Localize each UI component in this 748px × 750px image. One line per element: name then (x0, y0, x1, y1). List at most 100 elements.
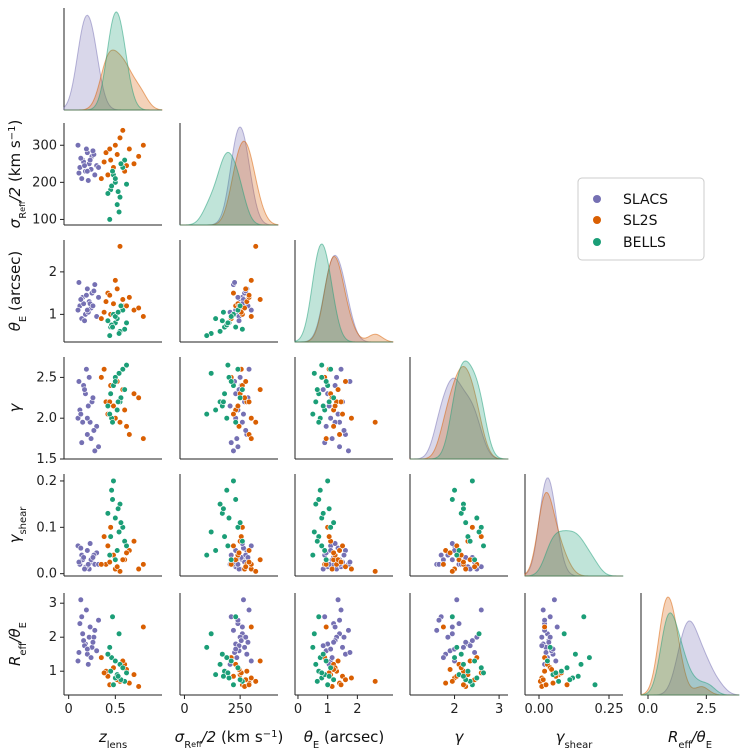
point-sl2s-7 (549, 679, 557, 687)
x-tick-label: 0 (65, 702, 73, 717)
point-bells-12 (232, 496, 239, 503)
point-sl2s-13 (101, 309, 108, 316)
point-bells-3 (110, 477, 117, 485)
kde-sl2s (294, 255, 394, 343)
point-sl2s-6 (98, 561, 105, 568)
point-sl2s-3 (121, 406, 128, 414)
point-slacs-5 (78, 613, 85, 620)
point-slacs-8 (345, 627, 352, 634)
point-slacs-13 (453, 596, 460, 603)
point-bells-2 (216, 328, 224, 335)
point-bells-12 (449, 496, 456, 503)
point-slacs-11 (337, 606, 345, 614)
kde-bells (179, 151, 278, 226)
point-bells-11 (330, 676, 337, 683)
point-sl2s-15 (123, 549, 130, 556)
point-bells-15 (115, 673, 122, 680)
point-sl2s-12 (323, 435, 330, 442)
point-slacs-9 (80, 637, 87, 644)
point-sl2s-4 (252, 568, 259, 575)
point-bells-12 (232, 324, 239, 331)
point-slacs-3 (84, 431, 91, 438)
point-bells-8 (219, 317, 226, 324)
point-bells-14 (106, 216, 113, 223)
point-sl2s-12 (140, 313, 147, 320)
point-sl2s-16 (106, 558, 113, 566)
point-slacs-7 (74, 307, 82, 314)
point-slacs-1 (449, 630, 456, 637)
point-bells-9 (311, 630, 318, 637)
point-bells-11 (117, 519, 125, 526)
point-slacs-8 (91, 171, 98, 179)
point-bells-14 (453, 552, 460, 559)
panel-r1-c1 (179, 123, 279, 226)
point-slacs-20 (95, 617, 102, 624)
panel-r3-c3 (409, 357, 509, 460)
legend-label-bells: BELLS (623, 235, 666, 251)
point-bells-3 (324, 477, 331, 485)
point-slacs-6 (460, 644, 467, 651)
point-bells-5 (327, 366, 334, 373)
point-bells-0 (464, 668, 472, 675)
point-bells-13 (123, 319, 130, 326)
point-slacs-11 (540, 606, 547, 614)
point-bells-13 (318, 362, 325, 369)
x-axis-label-sigma: σReff/2 (km s−1) (175, 728, 284, 750)
point-slacs-3 (84, 285, 91, 292)
point-bells-11 (117, 160, 125, 167)
point-sl2s-15 (446, 549, 454, 556)
point-sl2s-15 (123, 423, 130, 430)
point-bells-14 (106, 411, 113, 418)
point-slacs-13 (240, 596, 247, 603)
panel-r4-c3 (409, 474, 508, 577)
point-sl2s-13 (326, 533, 333, 540)
panel-r4-c0: 0.0 0.1 0.2 (36, 474, 162, 582)
point-slacs-17 (239, 419, 246, 426)
point-bells-15 (115, 309, 122, 316)
point-sl2s-16 (245, 558, 253, 566)
y-axis-label-shear: γshear (6, 506, 29, 544)
point-bells-15 (220, 505, 227, 512)
y-tick-label: 2.0 (36, 411, 57, 426)
point-sl2s-6 (98, 315, 105, 322)
point-bells-9 (115, 330, 123, 337)
point-slacs-13 (77, 596, 84, 603)
panel-r0-c0 (63, 8, 163, 111)
point-slacs-1 (79, 630, 86, 637)
point-slacs-16 (235, 317, 243, 324)
point-bells-8 (320, 510, 327, 517)
point-slacs-13 (334, 596, 342, 603)
point-bells-12 (109, 324, 116, 331)
point-slacs-20 (95, 294, 102, 301)
point-sl2s-7 (442, 679, 449, 687)
point-bells-5 (327, 524, 334, 531)
x-tick-label: 3 (495, 702, 503, 717)
point-sl2s-12 (248, 435, 255, 442)
point-bells-10 (112, 313, 119, 320)
point-slacs-15 (340, 552, 348, 559)
point-slacs-19 (545, 639, 552, 646)
point-sl2s-7 (126, 294, 133, 301)
point-bells-2 (216, 661, 224, 668)
point-bells-10 (112, 378, 119, 385)
point-slacs-15 (90, 634, 97, 641)
point-bells-4 (114, 406, 121, 414)
point-slacs-5 (228, 439, 235, 446)
point-slacs-14 (85, 402, 92, 410)
point-sl2s-11 (334, 386, 342, 393)
point-bells-3 (110, 681, 117, 688)
point-sl2s-10 (230, 411, 237, 418)
y-tick-label: 0.2 (36, 474, 57, 489)
point-sl2s-9 (135, 683, 142, 690)
point-slacs-18 (346, 649, 354, 656)
point-sl2s-11 (257, 556, 264, 563)
point-sl2s-4 (449, 568, 456, 575)
point-sl2s-16 (337, 558, 345, 566)
point-sl2s-1 (112, 142, 119, 149)
y-axis-label-theta: θE (arcsec) (6, 251, 29, 332)
point-bells-11 (237, 676, 244, 683)
point-bells-10 (228, 657, 235, 665)
point-sl2s-10 (339, 411, 346, 418)
point-bells-7 (467, 538, 474, 545)
point-sl2s-16 (460, 681, 467, 688)
